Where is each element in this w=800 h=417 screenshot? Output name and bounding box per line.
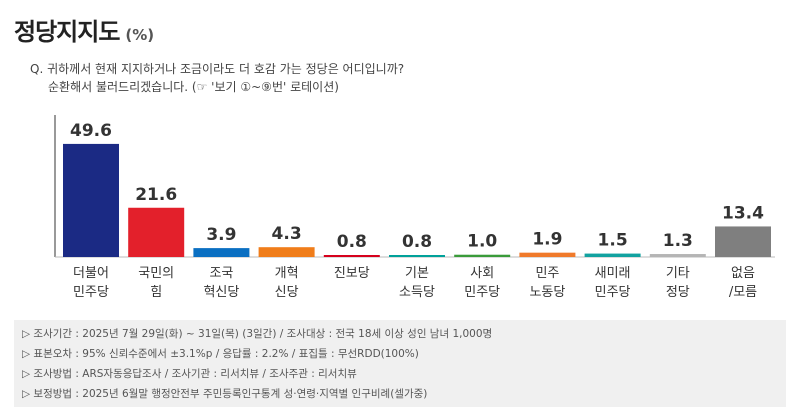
bar-2 [193,248,250,257]
note-weighting: ▷ 보정방법 : 2025년 6월말 행정안전부 주민등록인구통계 성·연령·지… [22,388,428,400]
category-label-2-0: 조국 [209,266,233,281]
category-label-0-0: 더불어 [73,266,109,281]
category-label-2-1: 혁신당 [203,285,239,300]
bar-8 [584,253,641,257]
bar-1 [128,207,185,257]
question-line-1: Q. 귀하께서 현재 지지하거나 조금이라도 더 호감 가는 정당은 어디입니까… [30,62,405,76]
category-label-9-1: 정당 [666,285,690,300]
value-label-3: 4.3 [272,224,302,244]
value-label-4: 0.8 [337,232,367,252]
survey-question: Q. 귀하께서 현재 지지하거나 조금이라도 더 호감 가는 정당은 어디입니까… [30,60,404,96]
category-label-10-1: /모름 [729,285,757,300]
chart-title: 정당지지도 (%) [14,12,154,47]
question-line-2: 순환해서 불러드리겠습니다. (☞ '보기 ①~⑨번' 로테이션) [48,80,339,94]
value-label-2: 3.9 [206,225,236,245]
category-label-5-0: 기본 [405,266,429,281]
bar-4 [323,255,380,257]
category-label-10-0: 없음 [731,266,755,281]
category-label-1-1: 힘 [150,285,162,300]
survey-notes: ▷ 조사기간 : 2025년 7월 29일(화) ~ 31일(목) (3일간) … [14,320,786,407]
bar-3 [258,247,315,257]
category-label-4-0: 진보당 [334,266,370,281]
category-label-6-1: 민주당 [464,285,500,300]
category-label-3-1: 신당 [275,285,299,300]
value-label-7: 1.9 [532,230,562,250]
value-label-10: 13.4 [722,203,764,223]
category-label-7-0: 민주 [535,266,559,281]
value-label-9: 1.3 [663,231,693,251]
bar-6 [454,254,511,257]
category-label-3-0: 개혁 [275,266,299,281]
note-error: ▷ 표본오차 : 95% 신뢰수준에서 ±3.1%p / 응답률 : 2.2% … [22,348,419,360]
value-label-1: 21.6 [135,185,177,205]
value-label-8: 1.5 [598,231,628,251]
value-label-5: 0.8 [402,232,432,252]
title-text: 정당지지도 [14,18,120,46]
category-label-1-0: 국민의 [138,266,174,281]
value-label-6: 1.0 [467,232,497,252]
category-label-9-0: 기타 [666,266,690,281]
title-unit: (%) [125,26,155,44]
note-method: ▷ 조사방법 : ARS자동응답조사 / 조사기관 : 리서치뷰 / 조사주관 … [22,368,357,380]
category-label-6-0: 사회 [470,266,494,281]
value-label-0: 49.6 [70,121,112,141]
bar-7 [519,252,576,257]
category-label-0-1: 민주당 [73,285,109,300]
bar-9 [649,254,706,257]
bar-10 [715,226,771,257]
category-label-5-1: 소득당 [399,285,435,300]
bar-0 [63,143,119,257]
category-label-8-0: 새미래 [595,266,631,281]
category-label-7-1: 노동당 [529,285,565,300]
bar-5 [389,255,445,257]
note-period: ▷ 조사기간 : 2025년 7월 29일(화) ~ 31일(목) (3일간) … [22,328,493,340]
category-label-8-1: 민주당 [595,285,631,300]
